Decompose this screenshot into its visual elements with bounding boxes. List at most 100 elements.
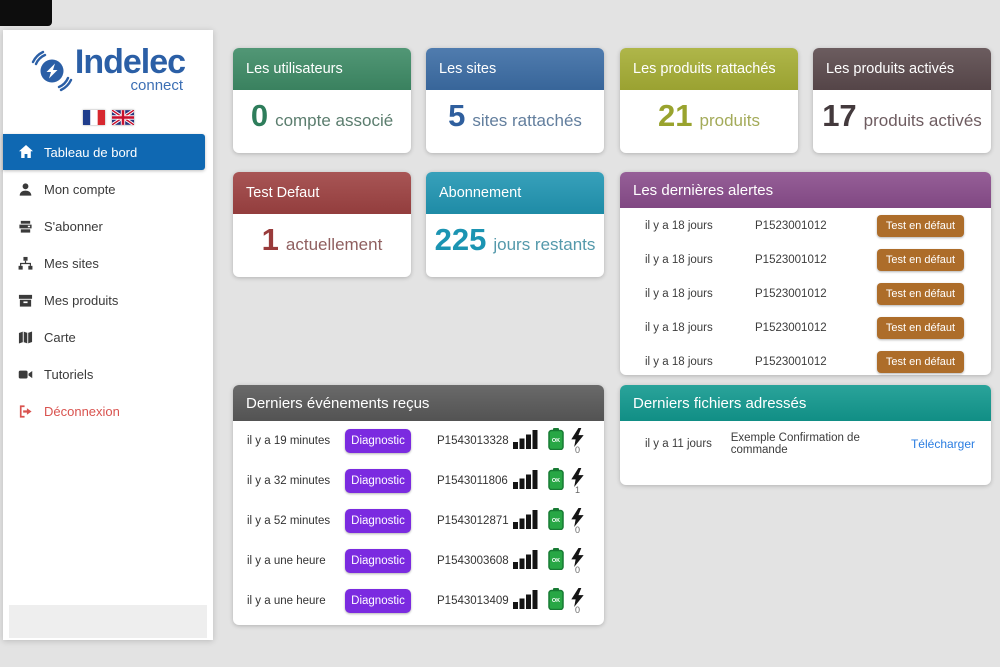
alert-status-badge[interactable]: Test en défaut: [876, 248, 964, 271]
event-serial: P1543003608: [437, 555, 509, 567]
file-row: il y a 11 jours Exemple Confirmation de …: [620, 424, 991, 464]
diagnostic-badge[interactable]: Diagnostic: [345, 589, 411, 613]
power-event-count: 0: [574, 564, 580, 575]
sidebar-nav: Tableau de bord Mon compte S'abonner Mes…: [3, 134, 213, 430]
logout-icon: [17, 404, 34, 419]
uk-flag-icon[interactable]: [111, 110, 134, 125]
logo: Indelec connect: [3, 30, 213, 94]
power-event-count: 1: [574, 484, 580, 495]
battery-ok-icon: OK: [548, 587, 564, 615]
power-event-count: 0: [574, 524, 580, 535]
alert-row: il y a 18 jours P1523001012 Test en défa…: [620, 345, 991, 378]
subscription-label: jours restants: [493, 235, 596, 254]
diagnostic-badge[interactable]: Diagnostic: [345, 549, 411, 573]
power-events-indicator: 0: [571, 547, 584, 575]
lightning-icon: [571, 467, 584, 487]
products-icon: [17, 293, 34, 308]
card-products-attached-header: Les produits rattachés: [620, 48, 798, 90]
card-products-activated-header: Les produits activés: [813, 48, 991, 90]
alert-serial: P1523001012: [755, 321, 827, 334]
alert-status-badge[interactable]: Test en défaut: [876, 350, 964, 373]
event-time: il y a une heure: [247, 555, 326, 567]
alert-time: il y a 18 jours: [645, 253, 713, 266]
sidebar-item-map[interactable]: Carte: [3, 319, 213, 356]
sidebar: Indelec connect: [3, 30, 213, 640]
event-row: il y a une heure Diagnostic P1543003608 …: [233, 541, 604, 581]
alerts-header: Les dernières alertes: [620, 172, 991, 208]
event-serial: P1543013328: [437, 435, 509, 447]
lightning-icon: [571, 547, 584, 567]
video-icon: [17, 367, 34, 382]
alert-status-badge[interactable]: Test en défaut: [876, 316, 964, 339]
users-count: 0: [250, 98, 269, 133]
card-sites: Les sites 5 sites rattachés: [426, 48, 604, 153]
event-serial: P1543012871: [437, 515, 509, 527]
file-name: Exemple Confirmation de commande: [730, 432, 860, 456]
battery-ok-icon: OK: [548, 467, 564, 495]
products-attached-count: 21: [658, 98, 693, 133]
alert-status-badge[interactable]: Test en défaut: [876, 214, 964, 237]
alert-time: il y a 18 jours: [645, 355, 713, 368]
battery-ok-icon: OK: [548, 547, 564, 575]
sidebar-item-account[interactable]: Mon compte: [3, 171, 213, 208]
signal-strength-icon: [513, 469, 539, 494]
event-row: il y a 32 minutes Diagnostic P1543011806…: [233, 461, 604, 501]
sidebar-item-sites[interactable]: Mes sites: [3, 245, 213, 282]
card-test-default-header: Test Defaut: [233, 172, 411, 214]
event-row: il y a 19 minutes Diagnostic P1543013328…: [233, 421, 604, 461]
power-event-count: 0: [574, 604, 580, 615]
download-link[interactable]: Télécharger: [910, 437, 975, 451]
svg-text:OK: OK: [552, 518, 560, 524]
signal-strength-icon: [513, 589, 539, 614]
battery-ok-icon: OK: [548, 507, 564, 535]
sitemap-icon: [17, 256, 34, 271]
signal-strength-icon: [513, 509, 539, 534]
sidebar-item-tutorials[interactable]: Tutoriels: [3, 356, 213, 393]
sidebar-item-dashboard[interactable]: Tableau de bord: [3, 134, 205, 170]
file-time: il y a 11 jours: [645, 438, 712, 450]
french-flag-icon[interactable]: [82, 110, 105, 125]
alert-time: il y a 18 jours: [645, 219, 713, 232]
alert-row: il y a 18 jours P1523001012 Test en défa…: [620, 243, 991, 276]
power-events-indicator: 0: [571, 427, 584, 455]
sidebar-item-products[interactable]: Mes produits: [3, 282, 213, 319]
brand-name: Indelec: [74, 43, 186, 81]
home-icon: [17, 144, 34, 160]
diagnostic-badge[interactable]: Diagnostic: [345, 469, 411, 493]
alert-row: il y a 18 jours P1523001012 Test en défa…: [620, 209, 991, 242]
sidebar-item-subscribe[interactable]: S'abonner: [3, 208, 213, 245]
event-row: il y a 52 minutes Diagnostic P1543012871…: [233, 501, 604, 541]
sidebar-footer: [9, 605, 207, 638]
card-users-header: Les utilisateurs: [233, 48, 411, 90]
diagnostic-badge[interactable]: Diagnostic: [345, 509, 411, 533]
user-icon: [17, 182, 34, 197]
sidebar-item-logout[interactable]: Déconnexion: [3, 393, 213, 430]
alert-serial: P1523001012: [755, 219, 827, 232]
brand-subtitle: connect: [130, 77, 184, 94]
card-latest-alerts: Les dernières alertes il y a 18 jours P1…: [620, 172, 991, 375]
alert-row: il y a 18 jours P1523001012 Test en défa…: [620, 277, 991, 310]
event-time: il y a 52 minutes: [247, 515, 331, 527]
map-icon: [17, 330, 34, 345]
test-default-label: actuellement: [285, 235, 383, 254]
corner-black-patch: [0, 0, 52, 26]
card-users: Les utilisateurs 0 compte associé: [233, 48, 411, 153]
products-attached-label: produits: [699, 111, 760, 130]
power-events-indicator: 1: [571, 467, 584, 495]
power-event-count: 0: [574, 444, 580, 455]
indelec-logo-icon: [31, 50, 73, 92]
diagnostic-badge[interactable]: Diagnostic: [345, 429, 411, 453]
svg-text:OK: OK: [552, 558, 560, 564]
event-row: il y a une heure Diagnostic P1543013409 …: [233, 581, 604, 621]
card-sites-header: Les sites: [426, 48, 604, 90]
event-serial: P1543013409: [437, 595, 509, 607]
files-header: Derniers fichiers adressés: [620, 385, 991, 421]
event-serial: P1543011806: [437, 475, 508, 487]
card-latest-files: Derniers fichiers adressés il y a 11 jou…: [620, 385, 991, 485]
subscription-days-count: 225: [434, 222, 487, 257]
alert-status-badge[interactable]: Test en défaut: [876, 282, 964, 305]
subscribe-icon: [17, 219, 34, 234]
test-default-count: 1: [261, 222, 279, 257]
sites-count: 5: [448, 98, 466, 133]
